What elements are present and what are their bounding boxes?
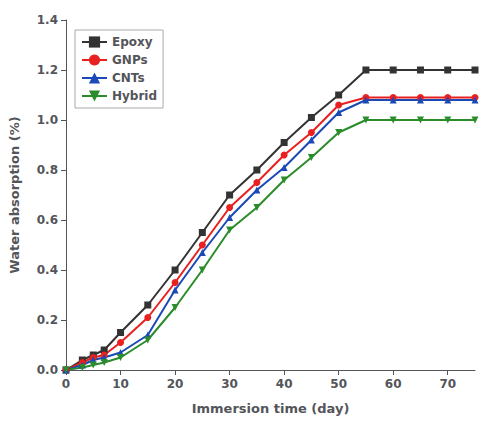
svg-text:0.2: 0.2 (37, 313, 58, 327)
svg-text:0.0: 0.0 (37, 363, 58, 377)
svg-text:1.2: 1.2 (37, 63, 58, 77)
svg-text:Immersion time (day): Immersion time (day) (192, 401, 350, 416)
svg-text:0.8: 0.8 (37, 163, 58, 177)
svg-text:0.4: 0.4 (37, 263, 58, 277)
svg-text:Hybrid: Hybrid (112, 89, 157, 103)
svg-text:60: 60 (385, 377, 402, 391)
svg-text:50: 50 (330, 377, 347, 391)
svg-text:1.4: 1.4 (37, 13, 58, 27)
svg-text:GNPs: GNPs (112, 53, 148, 67)
svg-text:Epoxy: Epoxy (112, 35, 153, 49)
svg-text:10: 10 (112, 377, 129, 391)
svg-text:0.6: 0.6 (37, 213, 58, 227)
svg-text:0: 0 (62, 377, 70, 391)
svg-text:20: 20 (167, 377, 184, 391)
svg-text:1.0: 1.0 (37, 113, 58, 127)
svg-text:Water absorption (%): Water absorption (%) (7, 116, 22, 273)
svg-text:40: 40 (276, 377, 293, 391)
svg-text:CNTs: CNTs (112, 71, 145, 85)
svg-text:30: 30 (221, 377, 238, 391)
svg-text:70: 70 (439, 377, 456, 391)
